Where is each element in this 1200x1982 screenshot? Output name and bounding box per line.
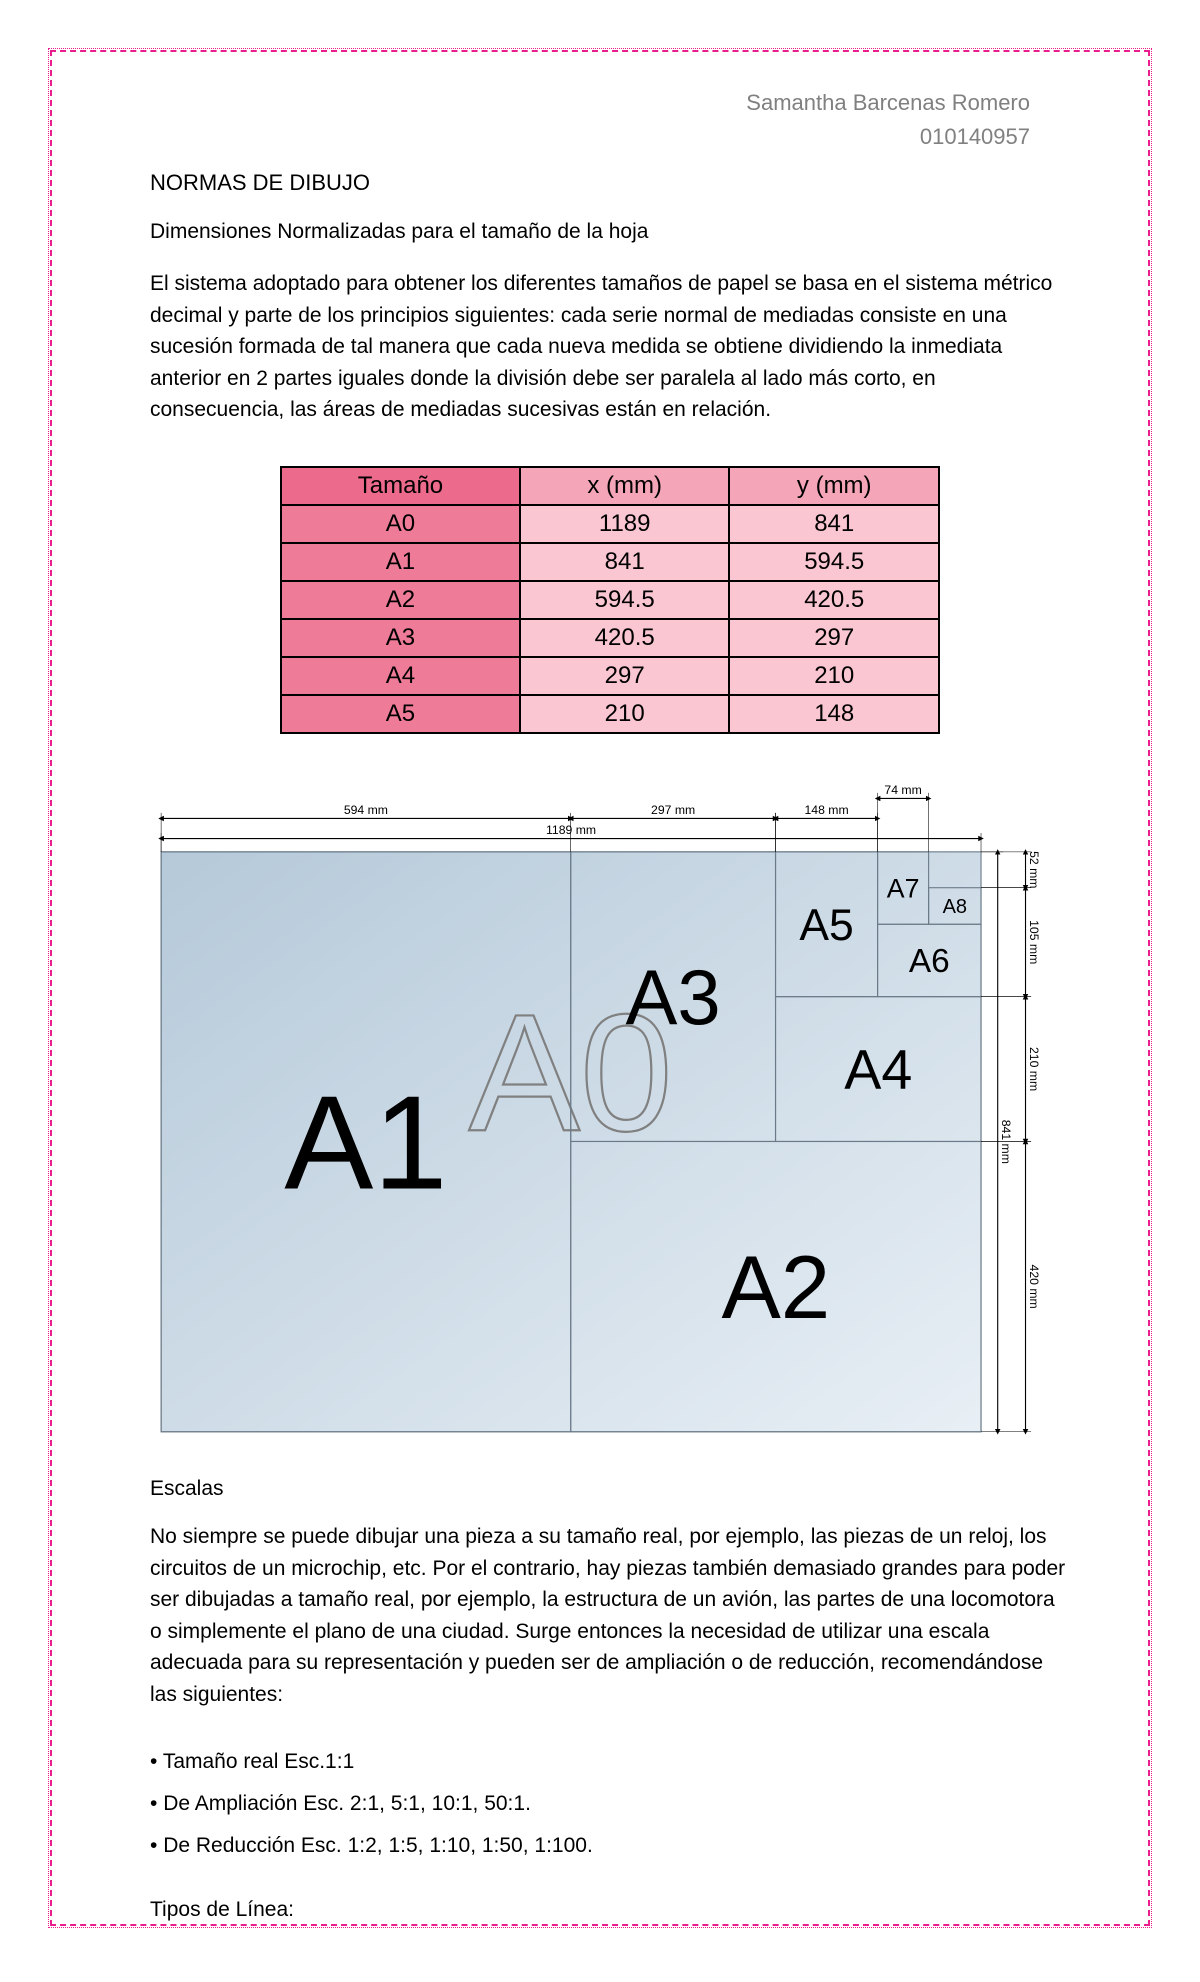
table-cell: 210 (729, 657, 939, 695)
table-cell: 841 (520, 543, 730, 581)
svg-text:A8: A8 (943, 895, 967, 917)
svg-text:A5: A5 (799, 900, 853, 949)
escalas-paragraph: No siempre se puede dibujar una pieza a … (150, 1521, 1070, 1710)
table-cell: A1 (281, 543, 520, 581)
svg-text:210 mm: 210 mm (1027, 1046, 1041, 1090)
svg-text:105 mm: 105 mm (1027, 920, 1041, 964)
table-header: Tamaño (281, 467, 520, 505)
svg-text:A1: A1 (284, 1068, 447, 1217)
svg-text:420 mm: 420 mm (1027, 1264, 1041, 1308)
svg-text:A7: A7 (887, 873, 920, 903)
table-cell: 420.5 (729, 581, 939, 619)
table-cell: 297 (520, 657, 730, 695)
doc-title: NORMAS DE DIBUJO (150, 170, 1070, 196)
svg-text:52 mm: 52 mm (1027, 851, 1041, 888)
svg-text:1189 mm: 1189 mm (546, 823, 596, 837)
svg-text:A2: A2 (721, 1236, 830, 1336)
table-cell: 210 (520, 695, 730, 733)
svg-text:297 mm: 297 mm (651, 803, 695, 817)
paper-size-diagram: A0A1A2A3A4A5A6A7A8594 mm297 mm148 mm74 m… (150, 774, 1070, 1443)
svg-text:594 mm: 594 mm (344, 803, 388, 817)
table-cell: A4 (281, 657, 520, 695)
table-cell: A2 (281, 581, 520, 619)
student-name: Samantha Barcenas Romero (150, 90, 1070, 116)
table-cell: A3 (281, 619, 520, 657)
svg-text:A3: A3 (626, 954, 721, 1040)
escalas-bullets: Tamaño real Esc.1:1 De Ampliación Esc. 2:… (150, 1750, 1070, 1858)
table-cell: A0 (281, 505, 520, 543)
table-cell: 297 (729, 619, 939, 657)
table-cell: 841 (729, 505, 939, 543)
svg-text:A4: A4 (844, 1038, 912, 1100)
escalas-heading: Escalas (150, 1477, 1070, 1501)
table-cell: A5 (281, 695, 520, 733)
svg-text:A6: A6 (909, 943, 950, 980)
student-id: 010140957 (150, 124, 1070, 150)
svg-text:841 mm: 841 mm (999, 1119, 1013, 1163)
table-cell: 148 (729, 695, 939, 733)
tipos-heading: Tipos de Línea: (150, 1898, 1070, 1922)
table-cell: 594.5 (729, 543, 939, 581)
table-cell: 1189 (520, 505, 730, 543)
paper-diagram-container: A0A1A2A3A4A5A6A7A8594 mm297 mm148 mm74 m… (150, 774, 1070, 1448)
bullet-item: De Ampliación Esc. 2:1, 5:1, 10:1, 50:1. (150, 1792, 1070, 1816)
bullet-item: Tamaño real Esc.1:1 (150, 1750, 1070, 1774)
table-cell: 594.5 (520, 581, 730, 619)
table-header: x (mm) (520, 467, 730, 505)
intro-paragraph: El sistema adoptado para obtener los dif… (150, 268, 1070, 426)
bullet-item: De Reducción Esc. 1:2, 1:5, 1:10, 1:50, … (150, 1834, 1070, 1858)
page-content: Samantha Barcenas Romero 010140957 NORMA… (50, 50, 1150, 1982)
table-cell: 420.5 (520, 619, 730, 657)
svg-text:148 mm: 148 mm (804, 803, 848, 817)
svg-text:74 mm: 74 mm (884, 783, 921, 797)
table-header: y (mm) (729, 467, 939, 505)
paper-size-table: Tamañox (mm)y (mm)A01189841A1841594.5A25… (280, 466, 940, 734)
doc-subtitle: Dimensiones Normalizadas para el tamaño … (150, 220, 1070, 244)
